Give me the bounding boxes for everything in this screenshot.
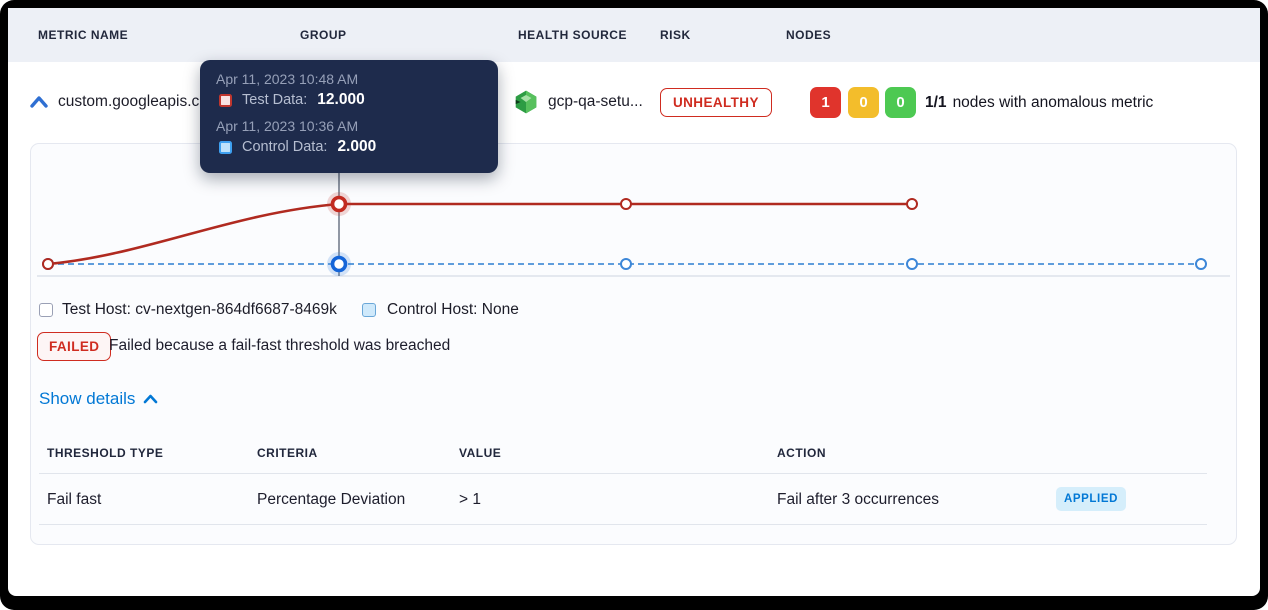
metric-name: custom.googleapis.c [58,93,200,110]
metrics-panel: METRIC NAME GROUP HEALTH SOURCE RISK NOD… [8,8,1260,596]
applied-badge: APPLIED [1056,487,1126,511]
cell-criteria: Percentage Deviation [257,491,406,508]
failed-status-badge: FAILED [37,332,112,361]
tooltip-test-line: Test Data: 12.000 [216,91,482,109]
chart-hover-tooltip: Apr 11, 2023 10:48 AM Test Data: 12.000 … [200,60,498,173]
metric-row: custom.googleapis.c gcp-qa-setu... UNHEA… [8,62,1260,143]
tooltip-control-line: Control Data: 2.000 [216,138,482,156]
table-divider [39,524,1207,525]
control-host-checkbox[interactable] [362,303,376,317]
control-series-marker-icon [219,140,232,154]
cell-action: Fail after 3 occurrences [777,491,939,508]
node-count-warning-badge: 0 [848,87,879,118]
show-details-toggle[interactable]: Show details [39,389,158,409]
column-nodes: NODES [786,28,832,42]
health-source-name: gcp-qa-setu... [548,93,643,110]
host-legend-row: Test Host: cv-nextgen-864df6687-8469k Co… [31,299,1236,323]
test-host-label: Test Host: cv-nextgen-864df6687-8469k [62,301,337,318]
metric-analysis-card: Test Host: cv-nextgen-864df6687-8469k Co… [30,143,1237,545]
gcp-health-source-icon [515,90,537,114]
nodes-summary-ratio: 1/1 [925,94,947,111]
chevron-up-icon [144,394,158,404]
failed-status-message: Failed because a fail-fast threshold was… [109,337,451,354]
collapse-chevron-icon[interactable] [30,96,48,108]
column-health-source: HEALTH SOURCE [518,28,627,42]
tooltip-control-value: 2.000 [337,138,377,155]
cell-value: > 1 [459,491,481,508]
tooltip-test-label: Test Data: [242,92,308,108]
column-metric-name: METRIC NAME [38,28,129,42]
verification-status-row: FAILED Failed because a fail-fast thresh… [31,332,1236,362]
column-threshold-type: THRESHOLD TYPE [47,446,164,460]
show-details-label: Show details [39,389,136,408]
tooltip-test-timestamp: Apr 11, 2023 10:48 AM [216,71,359,87]
column-group: GROUP [300,28,347,42]
comparison-chart[interactable] [31,144,1236,294]
tooltip-test-value: 12.000 [317,91,365,108]
tooltip-control-timestamp: Apr 11, 2023 10:36 AM [216,118,359,134]
nodes-summary: 1/1 nodes with anomalous metric [925,94,1153,112]
tooltip-control-label: Control Data: [242,139,328,155]
control-host-label: Control Host: None [387,301,519,318]
nodes-summary-text: nodes with anomalous metric [952,94,1154,111]
metrics-table-header: METRIC NAME GROUP HEALTH SOURCE RISK NOD… [8,8,1260,62]
column-criteria: CRITERIA [257,446,318,460]
column-value: VALUE [459,446,502,460]
column-risk: RISK [660,28,691,42]
node-count-unhealthy-badge: 1 [810,87,841,118]
comparison-chart-svg [37,173,1230,277]
test-host-checkbox[interactable] [39,303,53,317]
risk-status-badge: UNHEALTHY [660,88,772,117]
cell-threshold-type: Fail fast [47,491,102,508]
test-series-marker-icon [219,93,232,107]
node-count-healthy-badge: 0 [885,87,916,118]
table-divider [39,473,1207,474]
column-action: ACTION [777,446,826,460]
